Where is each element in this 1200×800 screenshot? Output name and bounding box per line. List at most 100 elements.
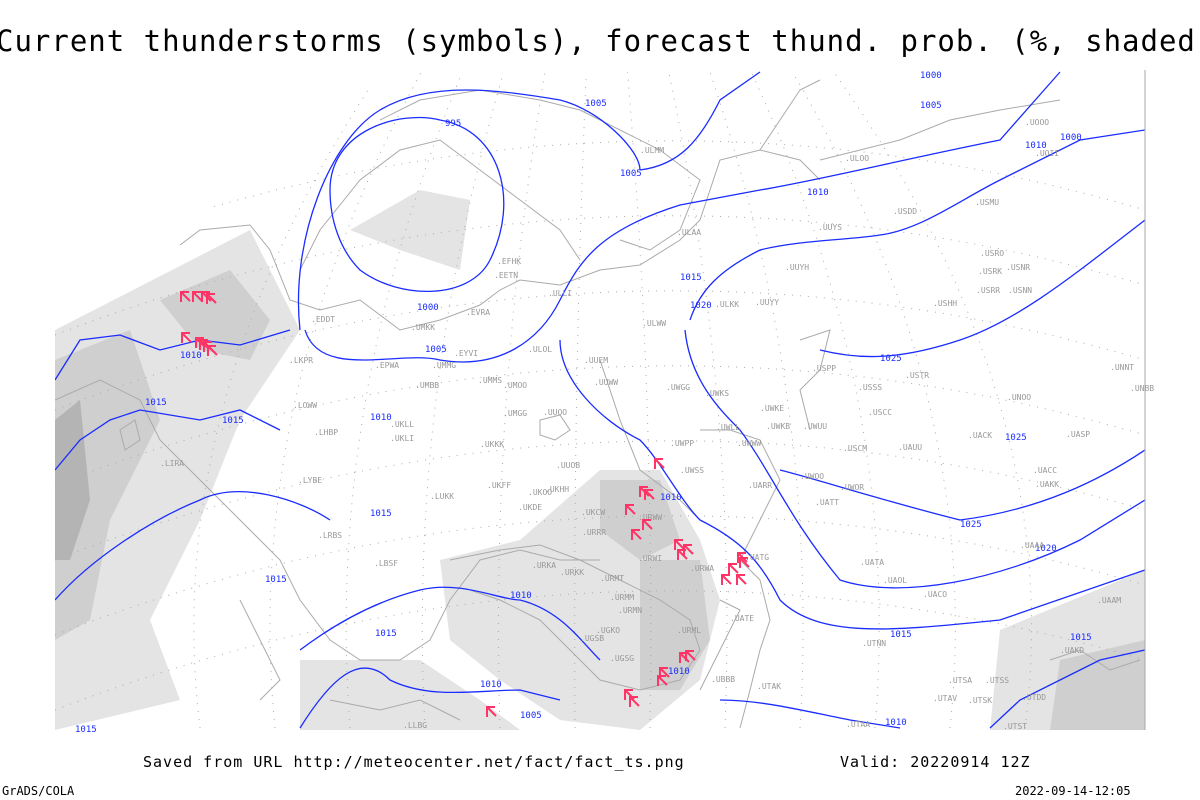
station-label: .USNR [1006,263,1030,272]
station-label: .UTAV [933,694,957,703]
probability-shade-area [300,660,520,730]
isobar-label: 1015 [370,509,392,519]
isobar-label: 1005 [585,99,607,109]
probability-shade-area [600,480,680,560]
station-label: .EVRA [466,308,490,317]
station-label: .UUOB [556,461,580,470]
probability-shade-area [350,190,470,270]
thunderstorm-symbol [728,563,739,574]
station-label: .USSS [858,383,882,392]
thunderstorm-icon [674,539,685,550]
coastline [379,89,701,251]
station-label: .ULWW [642,319,666,328]
station-label: .URMM [610,593,634,602]
thunderstorm-symbol [683,544,694,555]
station-label: .USRK [978,267,1002,276]
isobar-label: 1005 [520,711,542,721]
meridian-line [668,71,728,729]
isobar-label: 1005 [620,169,642,179]
station-label: .UTAA [846,720,870,729]
station-label: .UNNT [1110,363,1134,372]
graticule [55,71,1145,729]
station-label: .LBSF [374,559,398,568]
isobar-line [297,89,641,331]
coastline [179,149,821,331]
station-label: .UUYH [785,263,809,272]
station-label: .URML [677,626,701,635]
isobar-label: 1010 [885,718,907,728]
thunderstorm-symbol [206,293,217,304]
station-label: .UMKK [411,323,435,332]
station-labels: .ULMM .ULOO .UUYS .USDD .USMU .UOOO .UOII .ULAA… [160,118,1154,731]
station-label: .UMOO [503,381,527,390]
station-label: .LIRA [160,459,184,468]
isobar-line [639,71,761,171]
station-label: .EPWA [375,361,399,370]
station-label: .ULKK [715,300,739,309]
station-label: .UTNN [862,639,886,648]
thunderstorm-icon [736,574,747,585]
station-label: .LKPR [289,356,313,365]
isobar-line [55,409,281,471]
thunderstorm-icon [192,291,203,302]
station-label: .ULLI [548,289,572,298]
station-label: .LYBE [298,476,322,485]
station-label: .UNOO [1007,393,1031,402]
meridian-line [421,71,505,729]
thunderstorm-icon [631,529,642,540]
station-label: .UATG [745,553,769,562]
isobar-label: 1015 [375,629,397,639]
isobar-label: 1025 [880,354,902,364]
meridian-line [497,71,546,729]
thunderstorm-symbol [486,706,497,717]
station-label: .UOII [1035,149,1059,158]
station-label: .LOWW [293,401,317,410]
isobar-label: 1025 [960,520,982,530]
coastlines-borders [55,79,1141,729]
meridian-line [345,71,463,729]
thunderstorm-symbol [654,458,665,469]
isobar-line [719,699,901,729]
isobar-line [55,329,291,381]
coastline [119,419,141,451]
isobar-label: 1010 [480,680,502,690]
thunderstorm-icon [625,504,636,515]
coastline [55,379,600,661]
station-label: .UKLL [390,420,414,429]
station-label: .LUKK [430,492,454,501]
station-label: .UWOR [840,483,864,492]
station-label: .ULOL [528,345,552,354]
station-label: .UTSA [948,676,972,685]
isobar-line [329,116,505,293]
station-label: .LRBS [318,531,342,540]
isobar-label: 1010 [660,493,682,503]
station-label: .USTR [905,371,929,380]
isobar-label: 1005 [920,101,942,111]
isobar-label: 1010 [370,413,392,423]
thunderstorm-icon [181,332,192,343]
coastline [239,599,281,701]
isobar-label: 1020 [1035,544,1057,554]
generated-timestamp: 2022-09-14-12:05 [1015,784,1131,798]
station-label: .URRR [582,528,606,537]
thunderstorm-icon [644,489,655,500]
station-label: .USNN [1008,286,1032,295]
isobar-labels: 1000 1005 995 1000 1005 1010 1010 1015 1015 1015 1… [75,71,1092,735]
station-label: .UUYY [755,298,779,307]
isobar-line [689,129,1145,321]
isobar-label: 1015 [75,725,97,735]
thunderstorm-symbol [659,667,670,678]
station-label: .UBBB [711,675,735,684]
thunderstorm-icon [685,650,696,661]
station-label: .URWA [690,564,714,573]
isobar-label: 1010 [668,667,690,677]
station-label: .URMN [618,606,642,615]
station-label: .UASP [1066,430,1090,439]
isobar-label: 1015 [265,575,287,585]
software-credit: GrADS/COLA [2,784,75,798]
thunderstorm-symbol [739,557,750,568]
isobar-label: 1000 [1060,133,1082,143]
coastline [759,79,821,151]
isobar-label: 1015 [680,273,702,283]
